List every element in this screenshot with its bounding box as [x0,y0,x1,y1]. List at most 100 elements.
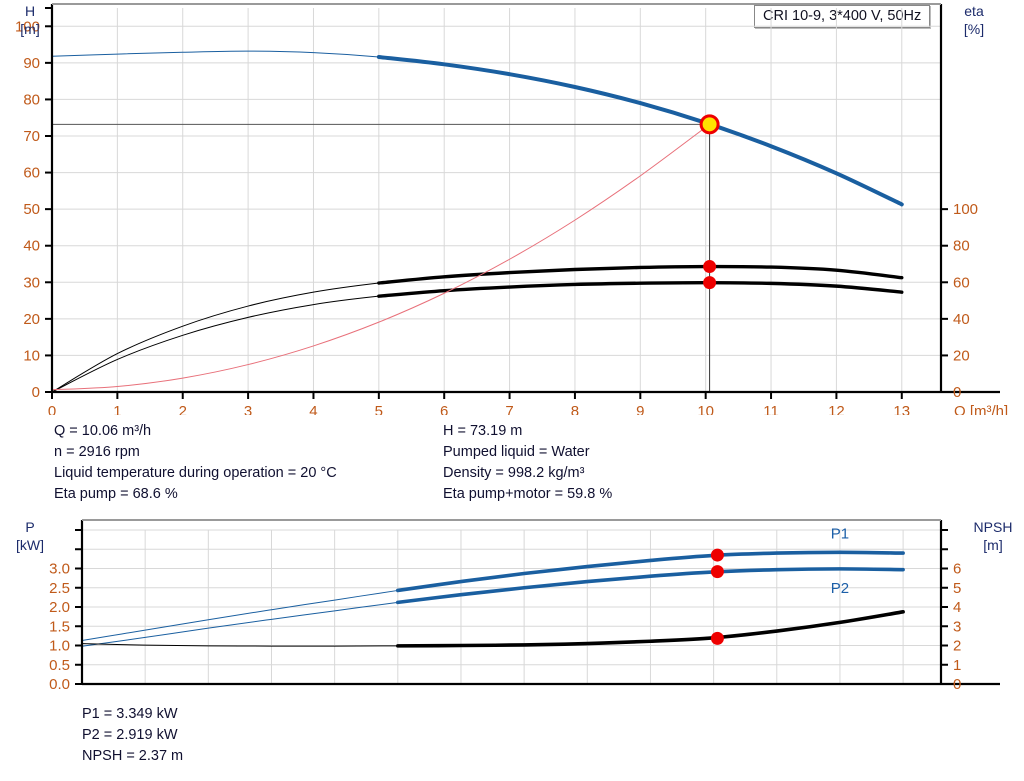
tick-label-npsh: 6 [953,561,961,578]
tick-label-eta: 80 [953,238,970,255]
tick-label-eta: 20 [953,347,970,364]
axes [50,3,1000,394]
tick-label-h: 100 [15,18,40,35]
info-p1: P1 = 3.349 kW [82,706,178,722]
tick-label-q: 6 [440,403,448,415]
tick-label-h: 60 [23,165,40,182]
duty-dot-eta-pump [703,260,717,274]
curve-npsh-thick [396,610,905,648]
tick-label-npsh: 2 [953,638,961,655]
info-density: Density = 998.2 kg/m³ [443,465,585,481]
axis-title-npsh: NPSH [974,519,1013,535]
curves [81,550,905,648]
curve-eta-pump-motor-thin [51,282,903,393]
duty-dot-eta-pump-motor [703,276,717,290]
tick-label-q: 4 [309,403,317,415]
tick-label-eta: 0 [953,384,961,401]
tick-label-p: 1.5 [49,618,70,635]
info-eta-pump-motor: Eta pump+motor = 59.8 % [443,486,613,502]
tick-label-q: 9 [636,403,644,415]
duty-markers [710,548,724,645]
tick-label-q: 2 [179,403,187,415]
tick-label-h: 40 [23,238,40,255]
tick-label-h: 50 [23,201,40,218]
tick-label-eta: 100 [953,201,978,218]
pump-model-title-box: CRI 10-9, 3*400 V, 50Hz [754,5,931,28]
tick-label-npsh: 0 [953,676,961,693]
tick-label-h: 10 [23,347,40,364]
tick-label-q: 5 [375,403,383,415]
curve-p2-thick [396,567,905,605]
duty-dot-p1 [710,548,724,562]
tick-label-npsh: 1 [953,657,961,674]
duty-dot-p2 [710,565,724,579]
info-p2: P2 = 2.919 kW [82,727,178,743]
curve-p1-thin [81,551,904,641]
tick-label-eta: 40 [953,311,970,328]
tick-label-q: 13 [893,403,910,415]
tick-label-q: 0 [48,403,56,415]
tick-label-h: 0 [32,384,40,401]
duty-dot-npsh [710,631,724,645]
curves [51,50,904,393]
axis-title-eta-unit: [%] [964,21,984,37]
info-eta-pump: Eta pump = 68.6 % [54,486,178,502]
curve-eta-pump-motor-thick [377,280,904,298]
info-npsh: NPSH = 2.37 m [82,748,184,764]
info-pumped-liquid: Pumped liquid = Water [443,444,590,460]
tick-label-h: 80 [23,91,40,108]
tick-marks [45,7,948,399]
curve-eta-pump-thick [377,264,904,285]
tick-label-q: 1 [113,403,121,415]
axis-title-q: Q [m³/h] [954,403,1008,415]
axis-title-npsh-unit: [m] [983,537,1002,553]
curve-p2-thin [81,568,904,647]
tick-label-h: 30 [23,274,40,291]
curve-h-head--thin [51,50,903,205]
curve-h-head--thick [376,55,904,207]
tick-label-h: 90 [23,55,40,72]
tick-label-q: 3 [244,403,252,415]
info-h: H = 73.19 m [443,423,523,439]
tick-label-p: 3.0 [49,561,70,578]
tick-label-h: 70 [23,128,40,145]
tick-label-npsh: 4 [953,599,961,616]
power-npsh-chart: 0.0 0.5 1.0 1.5 2.0 2.5 3.0 0 1 2 3 4 5 6 P1 P2 P [kW] NPS… [16,519,1013,693]
tick-label-eta: 60 [953,274,970,291]
axis-title-p: P [25,519,34,535]
tick-label-h: 20 [23,311,40,328]
tick-label-q: 7 [505,403,513,415]
axes [80,519,1000,686]
tick-label-q: 12 [828,403,845,415]
tick-label-npsh: 3 [953,618,961,635]
operating-point-info-right: H = 73.19 m Pumped liquid = Water Densit… [443,421,612,505]
curve-label-p2: P2 [831,580,849,597]
tick-label-p: 0.5 [49,657,70,674]
duty-point-marker[interactable] [699,114,720,135]
duty-point-circle[interactable] [699,114,720,135]
tick-label-npsh: 5 [953,580,961,597]
curve-system-curve [51,123,711,391]
duty-markers-efficiency [703,260,717,290]
curve-label-p1: P1 [831,525,849,542]
tick-label-q: 11 [763,403,779,415]
info-liquid-temperature: Liquid temperature during operation = 20… [54,465,337,481]
tick-label-p: 0.0 [49,676,70,693]
axis-title-eta: eta [964,3,984,19]
tick-label-q: 10 [697,403,714,415]
operating-point-info-left: Q = 10.06 m³/h n = 2916 rpm Liquid tempe… [54,421,337,505]
tick-label-p: 2.0 [49,599,70,616]
info-n: n = 2916 rpm [54,444,140,460]
curve-p1-thick [396,550,905,593]
info-q: Q = 10.06 m³/h [54,423,152,439]
axis-title-p-unit: [kW] [16,537,44,553]
axis-title-h-unit: [m] [20,21,39,37]
tick-marks [75,529,948,685]
curve-eta-pump-thin [51,266,903,393]
tick-label-p: 2.5 [49,580,70,597]
tick-label-p: 1.0 [49,638,70,655]
power-info-block: P1 = 3.349 kW P2 = 2.919 kW NPSH = 2.37 … [82,704,183,767]
tick-label-q: 8 [571,403,579,415]
